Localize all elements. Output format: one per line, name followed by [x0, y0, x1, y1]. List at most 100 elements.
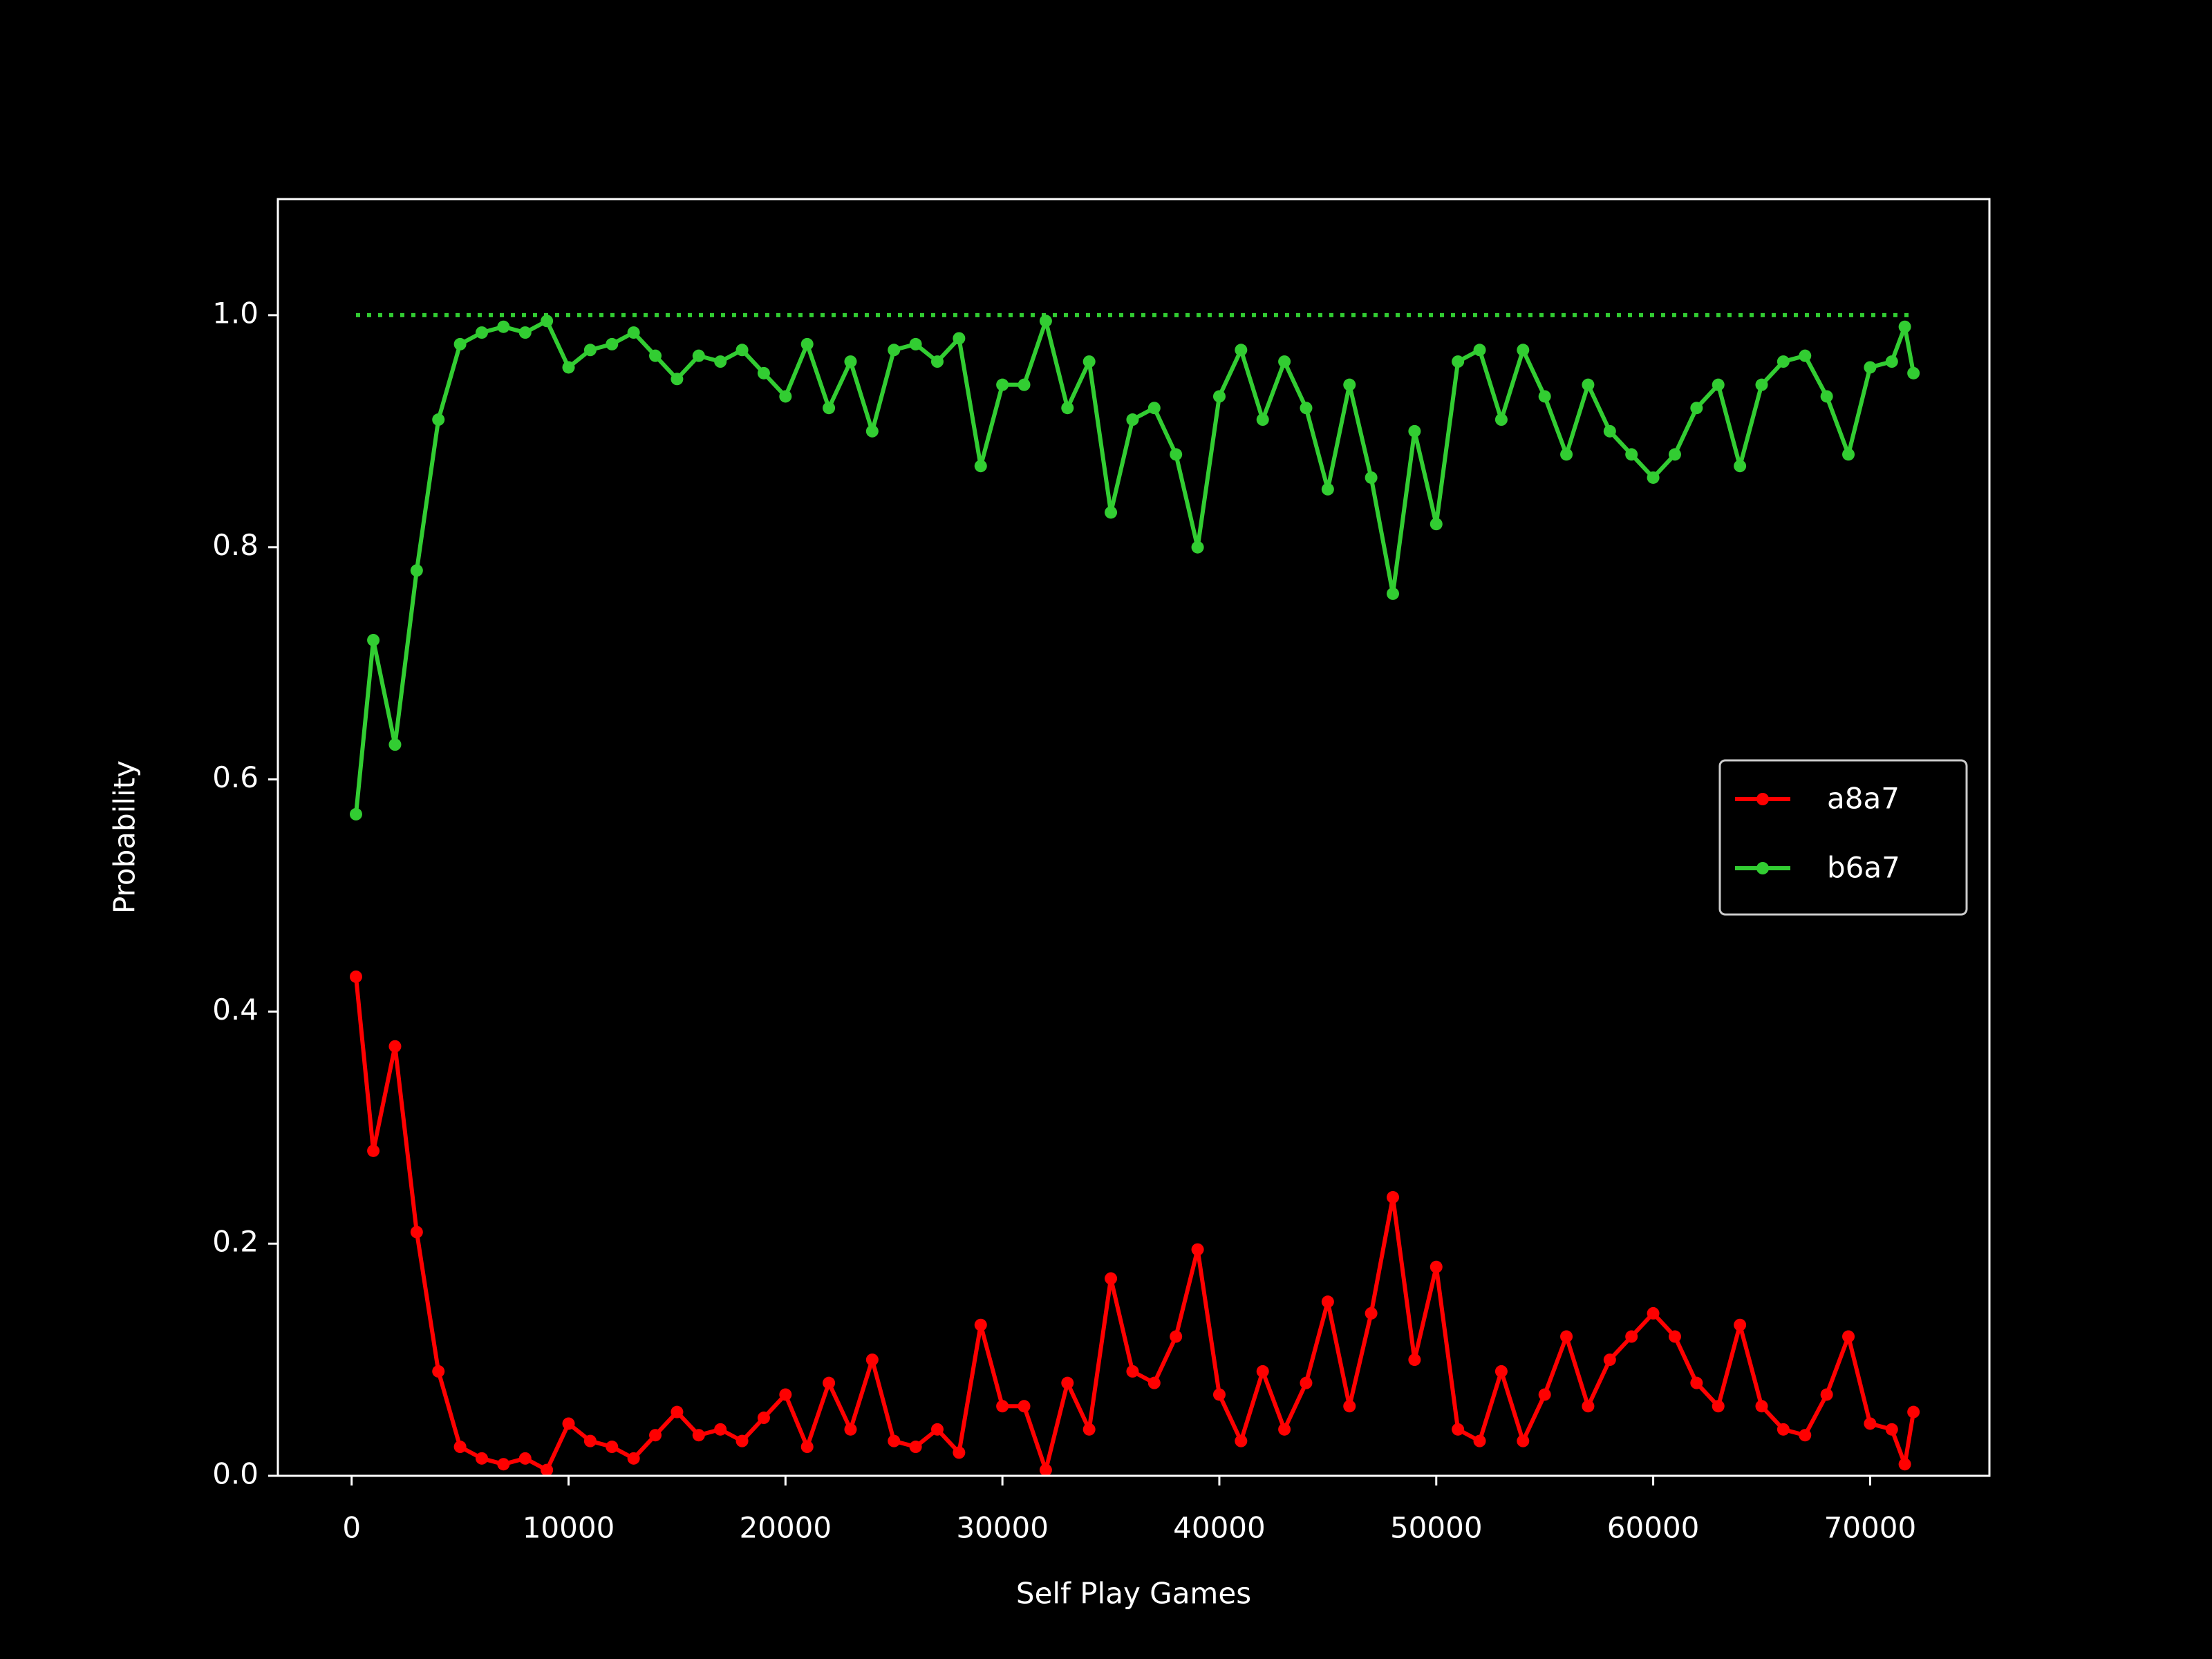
data-point: [1300, 402, 1313, 415]
data-point: [627, 326, 640, 339]
data-point: [1082, 1423, 1096, 1436]
data-point: [1898, 1458, 1911, 1471]
data-point: [1668, 448, 1681, 461]
data-point: [930, 355, 944, 368]
y-tick-label: 0.8: [212, 528, 259, 562]
x-tick-label: 50000: [1390, 1511, 1483, 1545]
data-point: [1256, 1365, 1269, 1378]
data-point: [1191, 541, 1204, 554]
data-point: [475, 326, 488, 339]
data-point: [1734, 460, 1747, 473]
data-point: [649, 1429, 662, 1442]
data-point: [606, 1441, 619, 1454]
x-tick-label: 60000: [1607, 1511, 1700, 1545]
data-point: [1668, 1330, 1681, 1343]
data-point: [1582, 1400, 1595, 1413]
x-tick-label: 10000: [523, 1511, 615, 1545]
data-point: [388, 1040, 402, 1053]
data-point: [1777, 1423, 1790, 1436]
data-point: [671, 373, 684, 386]
plot-frame: [276, 198, 1991, 1477]
data-point: [518, 1452, 532, 1465]
data-point: [1734, 1318, 1747, 1331]
data-point: [1300, 1376, 1313, 1389]
data-point: [714, 1423, 727, 1436]
data-point: [410, 564, 423, 577]
data-point: [583, 1434, 597, 1447]
data-point: [1647, 471, 1660, 484]
data-point: [844, 1423, 857, 1436]
data-point: [453, 337, 467, 350]
data-point: [1885, 1423, 1898, 1436]
data-point: [1625, 1330, 1638, 1343]
data-point: [888, 344, 901, 357]
data-point: [1387, 587, 1400, 600]
data-point: [692, 349, 705, 362]
data-point: [1907, 366, 1920, 379]
data-point: [388, 738, 402, 751]
data-point: [1408, 1353, 1421, 1367]
x-axis-label: Self Play Games: [1016, 1577, 1251, 1611]
data-point: [1898, 320, 1911, 333]
data-point: [1799, 1429, 1812, 1442]
data-point: [1690, 402, 1703, 415]
data-point: [1560, 1330, 1573, 1343]
data-point: [1061, 402, 1074, 415]
data-point: [410, 1226, 423, 1239]
y-tick-label: 0.6: [212, 760, 259, 794]
data-point: [779, 1388, 792, 1401]
data-point: [649, 349, 662, 362]
data-point: [735, 344, 749, 357]
data-point: [996, 1400, 1009, 1413]
data-point: [367, 1144, 380, 1157]
data-point: [1625, 448, 1638, 461]
data-point: [1147, 1376, 1161, 1389]
data-point: [671, 1405, 684, 1418]
data-point: [823, 1376, 836, 1389]
data-point: [1365, 471, 1378, 484]
data-point: [541, 1463, 554, 1477]
data-point: [1235, 1434, 1248, 1447]
data-point: [1603, 1353, 1616, 1367]
data-point: [1452, 355, 1465, 368]
data-point: [692, 1429, 705, 1442]
data-point: [1842, 448, 1855, 461]
data-point: [1647, 1306, 1660, 1320]
data-point: [974, 1318, 987, 1331]
legend-marker: [1756, 862, 1769, 874]
data-point: [497, 1458, 510, 1471]
data-point: [1105, 1272, 1118, 1285]
data-point: [1452, 1423, 1465, 1436]
data-point: [823, 402, 836, 415]
data-point: [953, 332, 966, 345]
x-tick-label: 0: [342, 1511, 361, 1545]
data-point: [1864, 1417, 1877, 1430]
data-point: [1603, 424, 1616, 438]
data-point: [583, 344, 597, 357]
data-point: [1256, 413, 1269, 427]
data-point: [1712, 378, 1725, 391]
data-point: [1105, 506, 1118, 519]
data-point: [1365, 1306, 1378, 1320]
data-point: [1755, 1400, 1768, 1413]
data-point: [1235, 344, 1248, 357]
data-point: [1278, 1423, 1291, 1436]
data-point: [1560, 448, 1573, 461]
y-tick-label: 0.0: [212, 1457, 259, 1491]
data-point: [930, 1423, 944, 1436]
data-point: [1430, 518, 1443, 531]
data-point: [606, 337, 619, 350]
data-point: [1343, 378, 1356, 391]
data-point: [1538, 390, 1551, 403]
data-point: [627, 1452, 640, 1465]
data-point: [1690, 1376, 1703, 1389]
data-point: [1582, 378, 1595, 391]
data-point: [1126, 1365, 1139, 1378]
data-point: [432, 413, 445, 427]
data-point: [1885, 355, 1898, 368]
data-point: [996, 378, 1009, 391]
data-point: [865, 1353, 879, 1367]
data-point: [1907, 1405, 1920, 1418]
